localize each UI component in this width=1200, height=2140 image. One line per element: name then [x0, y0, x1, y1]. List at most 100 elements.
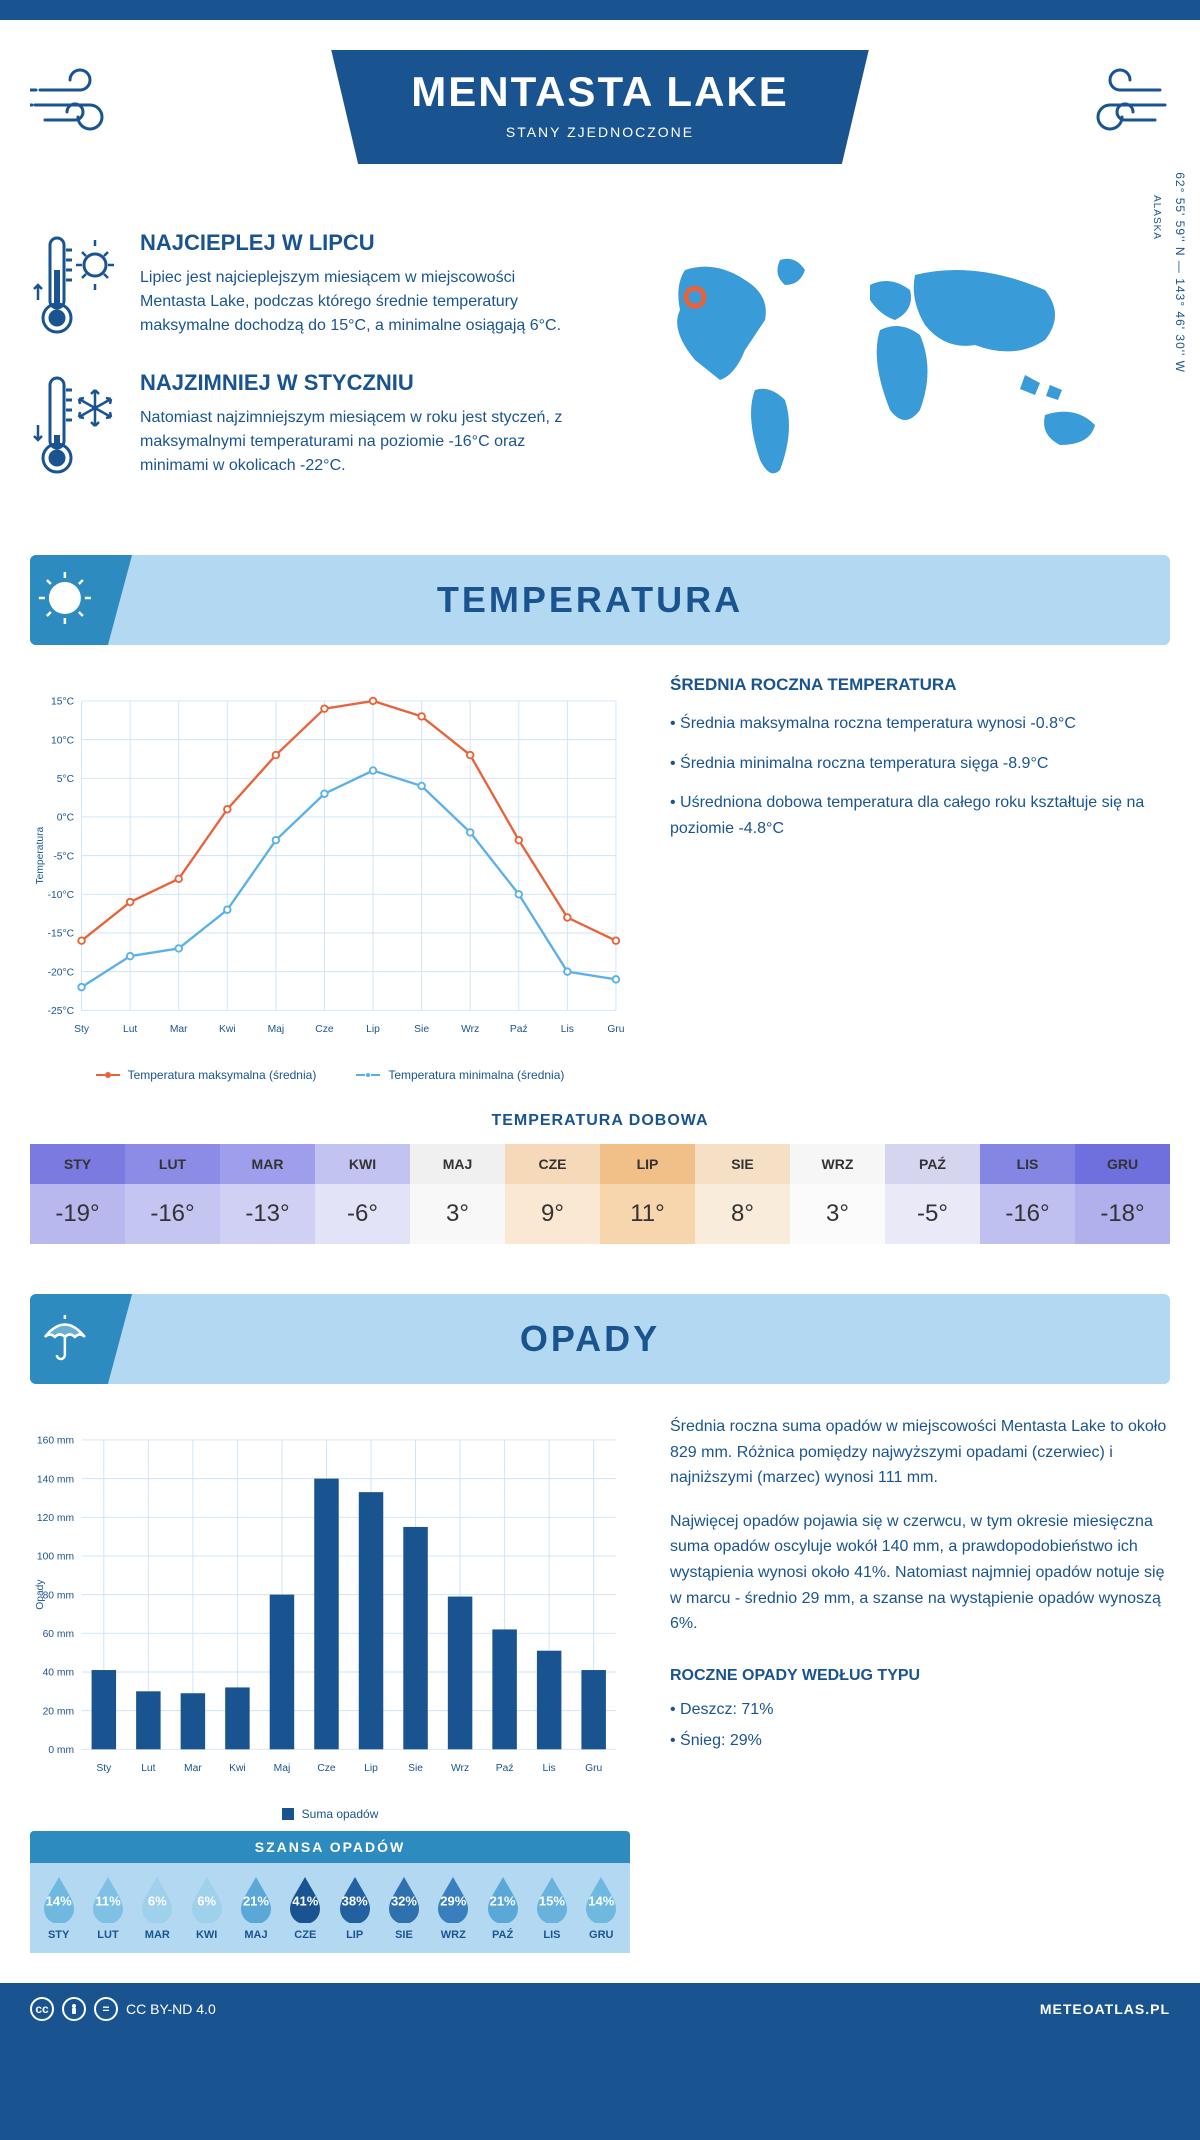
svg-text:Sie: Sie	[414, 1024, 429, 1035]
precip-type-title: ROCZNE OPADY WEDŁUG TYPU	[670, 1667, 1170, 1685]
precip-snow: • Śnieg: 29%	[670, 1728, 1170, 1754]
raindrop-icon: 6%	[188, 1875, 226, 1923]
daily-temp-table: STY-19°LUT-16°MAR-13°KWI-6°MAJ3°CZE9°LIP…	[30, 1144, 1170, 1244]
svg-text:Gru: Gru	[607, 1024, 624, 1035]
chance-cell: 14%GRU	[577, 1875, 626, 1941]
coordinates: 62° 55' 59'' N — 143° 46' 30'' W	[1173, 172, 1187, 373]
svg-text:Temperatura: Temperatura	[35, 826, 46, 884]
temperature-chart-box: -25°C-20°C-15°C-10°C-5°C0°C5°C10°C15°CSt…	[30, 675, 630, 1082]
annual-bullet: • Średnia maksymalna roczna temperatura …	[670, 711, 1170, 737]
svg-text:-25°C: -25°C	[48, 1006, 75, 1017]
chance-cell: 32%SIE	[379, 1875, 428, 1941]
daily-temp-title: TEMPERATURA DOBOWA	[30, 1112, 1170, 1130]
chance-cell: 6%KWI	[182, 1875, 231, 1941]
svg-text:-5°C: -5°C	[53, 851, 74, 862]
svg-text:140 mm: 140 mm	[37, 1474, 74, 1485]
legend-max: #leg-max::after{background:#e8633a} Temp…	[96, 1068, 317, 1082]
temperature-chart: -25°C-20°C-15°C-10°C-5°C0°C5°C10°C15°CSt…	[30, 675, 630, 1055]
precip-text-2: Najwięcej opadów pojawia się w czerwcu, …	[670, 1509, 1170, 1637]
precip-rain: • Deszcz: 71%	[670, 1697, 1170, 1723]
daily-cell: LIP11°	[600, 1144, 695, 1244]
warmest-title: NAJCIEPLEJ W LIPCU	[140, 230, 580, 256]
raindrop-icon: 41%	[286, 1875, 324, 1923]
temperature-area: -25°C-20°C-15°C-10°C-5°C0°C5°C10°C15°CSt…	[30, 675, 1170, 1082]
raindrop-icon: 15%	[533, 1875, 571, 1923]
coldest-desc: Natomiast najzimniejszym miesiącem w rok…	[140, 406, 580, 478]
cc-icon: cc	[30, 1997, 54, 2021]
precip-legend: Suma opadów	[30, 1807, 630, 1821]
chance-strip: SZANSA OPADÓW 14%STY11%LUT6%MAR6%KWI21%M…	[30, 1831, 630, 1953]
svg-text:20 mm: 20 mm	[43, 1706, 74, 1717]
sun-badge	[30, 555, 135, 645]
precip-title: OPADY	[120, 1318, 1170, 1360]
annual-bullet: • Średnia minimalna roczna temperatura s…	[670, 751, 1170, 777]
warmest-desc: Lipiec jest najcieplejszym miesiącem w m…	[140, 266, 580, 338]
chance-cell: 15%LIS	[527, 1875, 576, 1941]
coldest-title: NAJZIMNIEJ W STYCZNIU	[140, 370, 580, 396]
warmest-text: NAJCIEPLEJ W LIPCU Lipiec jest najcieple…	[140, 230, 580, 340]
svg-text:0 mm: 0 mm	[48, 1745, 74, 1756]
svg-text:Cze: Cze	[317, 1763, 336, 1774]
wind-icon-right	[1050, 60, 1170, 140]
svg-text:Wrz: Wrz	[451, 1763, 469, 1774]
coldest-text: NAJZIMNIEJ W STYCZNIU Natomiast najzimni…	[140, 370, 580, 480]
daily-cell: STY-19°	[30, 1144, 125, 1244]
thermometer-hot-icon	[30, 230, 120, 340]
svg-text:Wrz: Wrz	[461, 1024, 479, 1035]
svg-text:Lut: Lut	[123, 1024, 137, 1035]
svg-text:Paź: Paź	[510, 1024, 528, 1035]
daily-cell: KWI-6°	[315, 1144, 410, 1244]
svg-text:160 mm: 160 mm	[37, 1436, 74, 1447]
precip-text-column: Średnia roczna suma opadów w miejscowośc…	[670, 1414, 1170, 1953]
chance-cell: 14%STY	[34, 1875, 83, 1941]
header: MENTASTA LAKE STANY ZJEDNOCZONE	[30, 50, 1170, 210]
daily-cell: SIE8°	[695, 1144, 790, 1244]
svg-text:Lis: Lis	[543, 1763, 556, 1774]
precip-section-header: OPADY	[30, 1294, 1170, 1384]
precip-text-1: Średnia roczna suma opadów w miejscowośc…	[670, 1414, 1170, 1491]
daily-cell: MAJ3°	[410, 1144, 505, 1244]
chance-title: SZANSA OPADÓW	[30, 1831, 630, 1863]
map-column: ALASKA 62° 55' 59'' N — 143° 46' 30'' W	[620, 230, 1170, 515]
legend-sum-label: Suma opadów	[302, 1807, 379, 1821]
svg-text:Mar: Mar	[184, 1763, 202, 1774]
legend-min-label: Temperatura minimalna (średnia)	[388, 1068, 564, 1082]
raindrop-icon: 6%	[138, 1875, 176, 1923]
svg-text:Cze: Cze	[315, 1024, 334, 1035]
chance-cell: 38%LIP	[330, 1875, 379, 1941]
svg-text:Sty: Sty	[74, 1024, 90, 1035]
raindrop-icon: 29%	[434, 1875, 472, 1923]
page-title: MENTASTA LAKE	[411, 68, 789, 116]
svg-text:Gru: Gru	[585, 1763, 602, 1774]
umbrella-badge	[30, 1294, 135, 1384]
raindrop-icon: 21%	[484, 1875, 522, 1923]
raindrop-icon: 14%	[40, 1875, 78, 1923]
coldest-block: NAJZIMNIEJ W STYCZNIU Natomiast najzimni…	[30, 370, 580, 480]
chance-cell: 21%PAŹ	[478, 1875, 527, 1941]
daily-cell: PAŹ-5°	[885, 1144, 980, 1244]
svg-text:Kwi: Kwi	[229, 1763, 246, 1774]
legend-sum: Suma opadów	[282, 1807, 379, 1821]
page-subtitle: STANY ZJEDNOCZONE	[411, 124, 789, 140]
raindrop-icon: 11%	[89, 1875, 127, 1923]
legend-min: Temperatura minimalna (średnia)	[356, 1068, 564, 1082]
svg-text:-15°C: -15°C	[48, 929, 75, 940]
temperature-title: TEMPERATURA	[120, 579, 1170, 621]
daily-cell: GRU-18°	[1075, 1144, 1170, 1244]
page-root: MENTASTA LAKE STANY ZJEDNOCZONE	[0, 20, 1200, 2035]
daily-cell: LIS-16°	[980, 1144, 1075, 1244]
legend-max-label: Temperatura maksymalna (średnia)	[128, 1068, 317, 1082]
svg-text:10°C: 10°C	[51, 735, 75, 746]
by-icon	[62, 1997, 86, 2021]
svg-text:100 mm: 100 mm	[37, 1552, 74, 1563]
svg-text:Sty: Sty	[96, 1763, 112, 1774]
license-block: cc = CC BY-ND 4.0	[30, 1997, 216, 2021]
svg-text:Paź: Paź	[496, 1763, 514, 1774]
svg-text:Maj: Maj	[268, 1024, 285, 1035]
svg-text:120 mm: 120 mm	[37, 1513, 74, 1524]
region-label: ALASKA	[1151, 195, 1162, 240]
svg-text:15°C: 15°C	[51, 697, 75, 708]
chance-cell: 6%MAR	[133, 1875, 182, 1941]
daily-cell: LUT-16°	[125, 1144, 220, 1244]
title-banner: MENTASTA LAKE STANY ZJEDNOCZONE	[331, 50, 869, 164]
